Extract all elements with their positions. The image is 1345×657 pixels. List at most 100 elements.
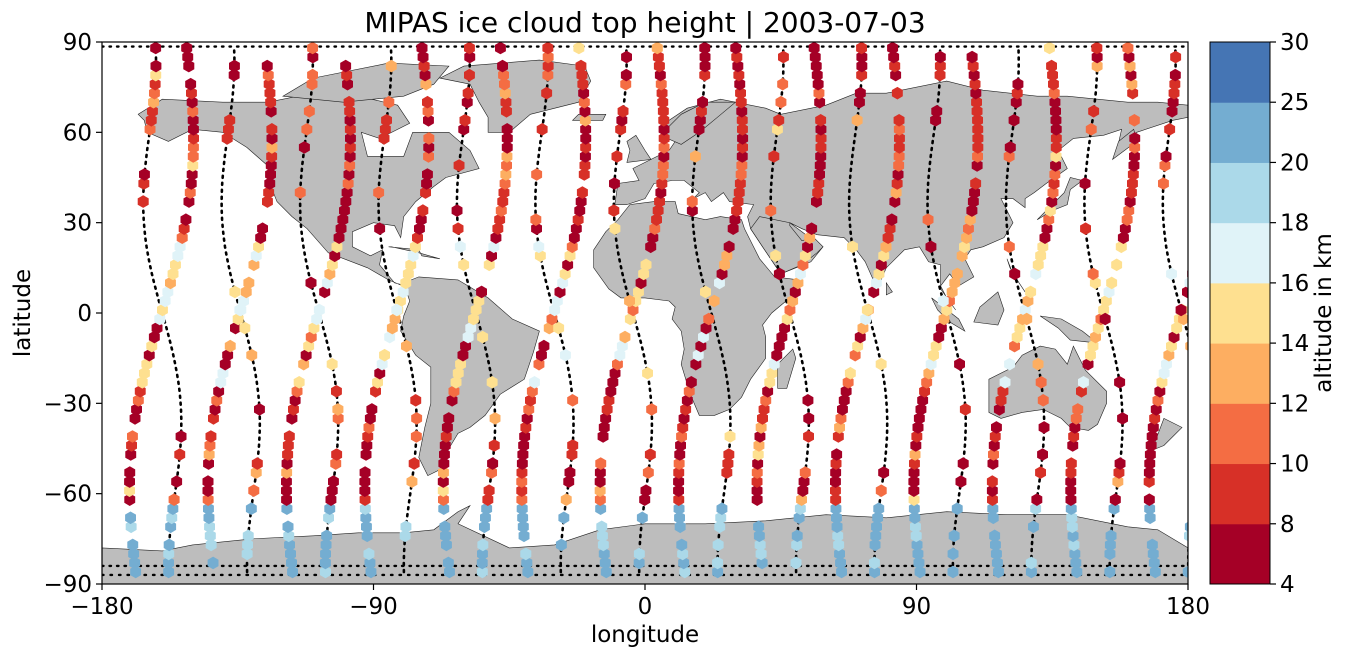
- cloud-marker: [597, 430, 609, 443]
- cloud-marker: [594, 475, 606, 488]
- cloud-marker: [893, 159, 905, 172]
- cloud-marker: [364, 412, 376, 425]
- cloud-marker: [250, 466, 262, 479]
- cloud-marker: [568, 231, 580, 244]
- x-tick-label: 0: [638, 594, 653, 620]
- cloud-marker: [1125, 68, 1137, 82]
- cloud-marker: [417, 50, 429, 64]
- cloud-marker: [934, 68, 946, 82]
- cloud-marker: [307, 68, 318, 82]
- cloud-marker: [890, 186, 902, 199]
- cloud-marker: [487, 457, 499, 470]
- cloud-marker: [724, 430, 736, 443]
- cloud-marker: [1124, 59, 1136, 73]
- cloud-marker: [406, 475, 418, 488]
- cloud-marker: [1198, 222, 1209, 235]
- cloud-marker: [972, 132, 984, 145]
- cloud-marker: [1003, 240, 1015, 254]
- cloud-marker: [489, 412, 501, 425]
- cloud-marker: [1044, 42, 1055, 55]
- cloud-marker: [595, 502, 607, 515]
- cloud-marker: [498, 186, 510, 199]
- cloud-marker: [221, 132, 233, 145]
- x-tick-label: −90: [349, 594, 398, 620]
- cloud-marker: [440, 430, 452, 443]
- cloud-marker: [1032, 357, 1044, 371]
- cloud-marker: [835, 556, 846, 570]
- cloud-marker: [321, 529, 333, 543]
- cloud-marker: [1109, 493, 1121, 506]
- cloud-marker: [1069, 421, 1081, 434]
- cloud-marker: [1050, 132, 1062, 145]
- cloud-marker: [359, 502, 371, 515]
- cloud-marker: [262, 68, 274, 82]
- cloud-marker: [1070, 556, 1082, 570]
- cloud-marker: [573, 42, 585, 55]
- cloud-marker: [1160, 150, 1172, 163]
- cloud-marker: [854, 86, 866, 100]
- cloud-marker: [1048, 86, 1060, 100]
- cloud-marker: [642, 466, 654, 479]
- cloud-marker: [576, 68, 588, 82]
- cloud-marker: [931, 105, 943, 118]
- cloud-marker: [145, 114, 157, 127]
- cloud-marker: [1065, 466, 1077, 479]
- cloud-marker: [677, 547, 689, 561]
- cloud-marker: [423, 141, 435, 154]
- cloud-marker: [600, 565, 612, 579]
- colorbar-segment: [1210, 463, 1270, 525]
- cloud-marker: [1091, 50, 1103, 64]
- cloud-marker: [640, 484, 652, 497]
- cloud-marker: [869, 538, 881, 552]
- cloud-marker: [908, 484, 920, 497]
- cloud-marker: [891, 177, 903, 190]
- cloud-marker: [243, 276, 255, 290]
- cloud-marker: [624, 294, 635, 308]
- cloud-marker: [519, 430, 531, 443]
- cloud-marker: [211, 394, 223, 407]
- cloud-marker: [645, 240, 657, 254]
- cloud-marker: [281, 493, 292, 506]
- cloud-marker: [1129, 141, 1141, 154]
- cloud-marker: [1035, 376, 1047, 389]
- cloud-marker: [301, 123, 313, 136]
- colorbar-segment: [1210, 162, 1270, 224]
- cloud-marker: [461, 95, 473, 109]
- cloud-marker: [1012, 77, 1024, 91]
- cloud-marker: [410, 430, 422, 443]
- cloud-marker: [1046, 59, 1057, 73]
- x-axis-label: longitude: [591, 622, 699, 648]
- cloud-marker: [575, 59, 587, 73]
- cloud-marker: [972, 123, 984, 136]
- cloud-marker: [242, 538, 253, 552]
- cloud-marker: [570, 222, 582, 235]
- cloud-marker: [880, 240, 892, 254]
- cloud-marker: [417, 204, 429, 217]
- cloud-marker: [633, 556, 645, 570]
- cloud-marker: [359, 475, 371, 488]
- cloud-marker: [163, 565, 175, 579]
- cloud-marker: [281, 466, 293, 479]
- cloud-marker: [609, 177, 620, 190]
- cloud-marker: [483, 484, 495, 497]
- cloud-marker: [690, 150, 701, 163]
- cloud-marker: [454, 240, 466, 254]
- cloud-marker: [1039, 231, 1051, 244]
- cloud-marker: [579, 150, 591, 163]
- cloud-marker: [566, 448, 578, 461]
- cloud-marker: [531, 222, 542, 235]
- cloud-marker: [423, 132, 435, 145]
- cloud-marker: [686, 195, 698, 208]
- cloud-marker: [656, 177, 668, 190]
- cloud-marker: [1068, 430, 1080, 443]
- cloud-marker: [453, 159, 465, 172]
- cloud-marker: [1065, 457, 1077, 470]
- cloud-marker: [319, 556, 331, 570]
- cloud-marker: [422, 105, 434, 118]
- cloud-marker: [344, 150, 356, 163]
- cloud-marker: [1144, 511, 1156, 525]
- colorbar-segment: [1210, 102, 1270, 163]
- cloud-marker: [202, 493, 214, 506]
- cloud-marker: [658, 150, 670, 163]
- colorbar-tick-label: 12: [1280, 391, 1309, 417]
